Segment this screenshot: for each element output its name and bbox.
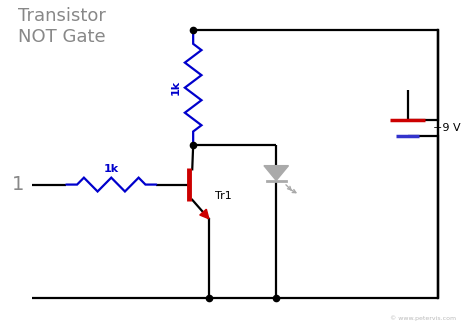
Text: 1: 1 xyxy=(12,175,25,194)
Text: +9 V: +9 V xyxy=(433,123,461,133)
Text: Tr1: Tr1 xyxy=(215,191,232,201)
Text: © www.petervis.com: © www.petervis.com xyxy=(390,315,456,321)
Text: 1k: 1k xyxy=(170,80,180,95)
Text: 1k: 1k xyxy=(104,164,119,174)
Text: Transistor
NOT Gate: Transistor NOT Gate xyxy=(18,7,106,46)
Polygon shape xyxy=(200,209,209,219)
Polygon shape xyxy=(264,166,289,181)
